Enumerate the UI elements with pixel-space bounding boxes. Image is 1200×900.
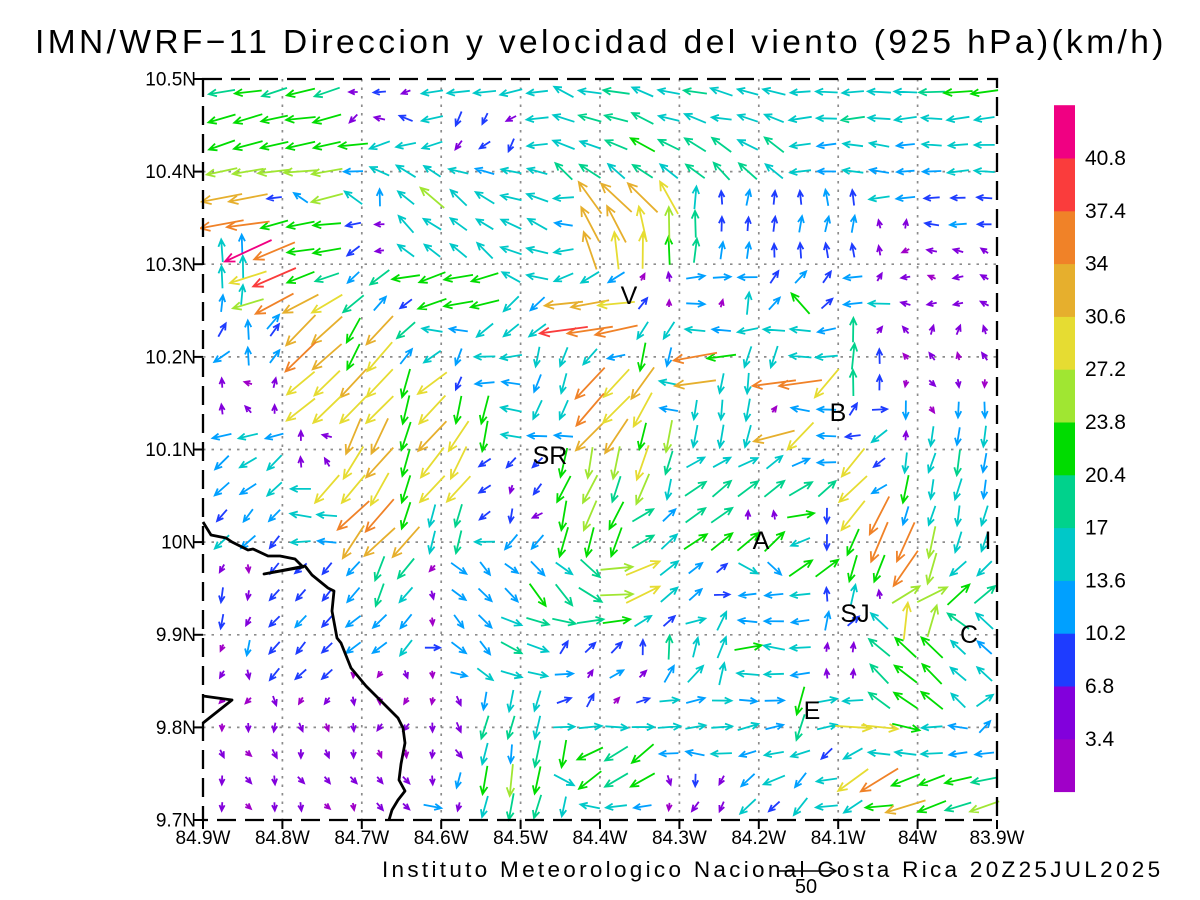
svg-text:84.5W: 84.5W bbox=[493, 828, 548, 849]
svg-text:E: E bbox=[804, 697, 821, 725]
svg-text:9.9N: 9.9N bbox=[156, 625, 196, 646]
svg-text:37.4: 37.4 bbox=[1085, 200, 1126, 223]
svg-text:20.4: 20.4 bbox=[1085, 464, 1126, 487]
svg-text:9.7N: 9.7N bbox=[156, 811, 196, 832]
svg-text:84.4W: 84.4W bbox=[573, 828, 628, 849]
svg-text:10.4N: 10.4N bbox=[145, 162, 196, 183]
svg-text:10N: 10N bbox=[161, 533, 196, 554]
svg-text:C: C bbox=[960, 621, 978, 649]
svg-text:10.5N: 10.5N bbox=[145, 70, 196, 91]
svg-text:SR: SR bbox=[533, 442, 568, 470]
svg-text:30.6: 30.6 bbox=[1085, 305, 1126, 328]
svg-text:IMN/WRF−11 Direccion y velocid: IMN/WRF−11 Direccion y velocidad del vie… bbox=[35, 24, 1167, 61]
svg-text:10.1N: 10.1N bbox=[145, 440, 196, 461]
svg-text:27.2: 27.2 bbox=[1085, 358, 1126, 381]
svg-text:83.9W: 83.9W bbox=[970, 828, 1025, 849]
svg-text:SJ: SJ bbox=[840, 600, 869, 628]
svg-text:13.6: 13.6 bbox=[1085, 569, 1126, 592]
svg-text:I: I bbox=[985, 527, 992, 555]
svg-text:50: 50 bbox=[795, 876, 817, 898]
svg-text:84.3W: 84.3W bbox=[652, 828, 707, 849]
svg-text:Instituto Meteorologico Nacion: Instituto Meteorologico Nacional Costa R… bbox=[382, 857, 1163, 882]
svg-text:6.8: 6.8 bbox=[1085, 675, 1114, 698]
svg-text:84.7W: 84.7W bbox=[334, 828, 389, 849]
svg-text:84.2W: 84.2W bbox=[731, 828, 786, 849]
svg-text:17: 17 bbox=[1085, 517, 1108, 540]
svg-text:84.8W: 84.8W bbox=[255, 828, 310, 849]
svg-text:10.3N: 10.3N bbox=[145, 255, 196, 276]
svg-text:34: 34 bbox=[1085, 253, 1109, 276]
svg-text:V: V bbox=[621, 282, 638, 310]
svg-text:10.2N: 10.2N bbox=[145, 347, 196, 368]
svg-text:9.8N: 9.8N bbox=[156, 718, 196, 739]
svg-text:84.9W: 84.9W bbox=[176, 828, 231, 849]
svg-text:84W: 84W bbox=[898, 828, 937, 849]
svg-text:A: A bbox=[753, 527, 770, 555]
svg-text:40.8: 40.8 bbox=[1085, 147, 1126, 170]
svg-text:23.8: 23.8 bbox=[1085, 411, 1126, 434]
svg-text:10.2: 10.2 bbox=[1085, 622, 1126, 645]
svg-text:84.6W: 84.6W bbox=[414, 828, 469, 849]
svg-text:B: B bbox=[830, 399, 847, 427]
svg-text:3.4: 3.4 bbox=[1085, 728, 1115, 751]
svg-text:84.1W: 84.1W bbox=[811, 828, 866, 849]
